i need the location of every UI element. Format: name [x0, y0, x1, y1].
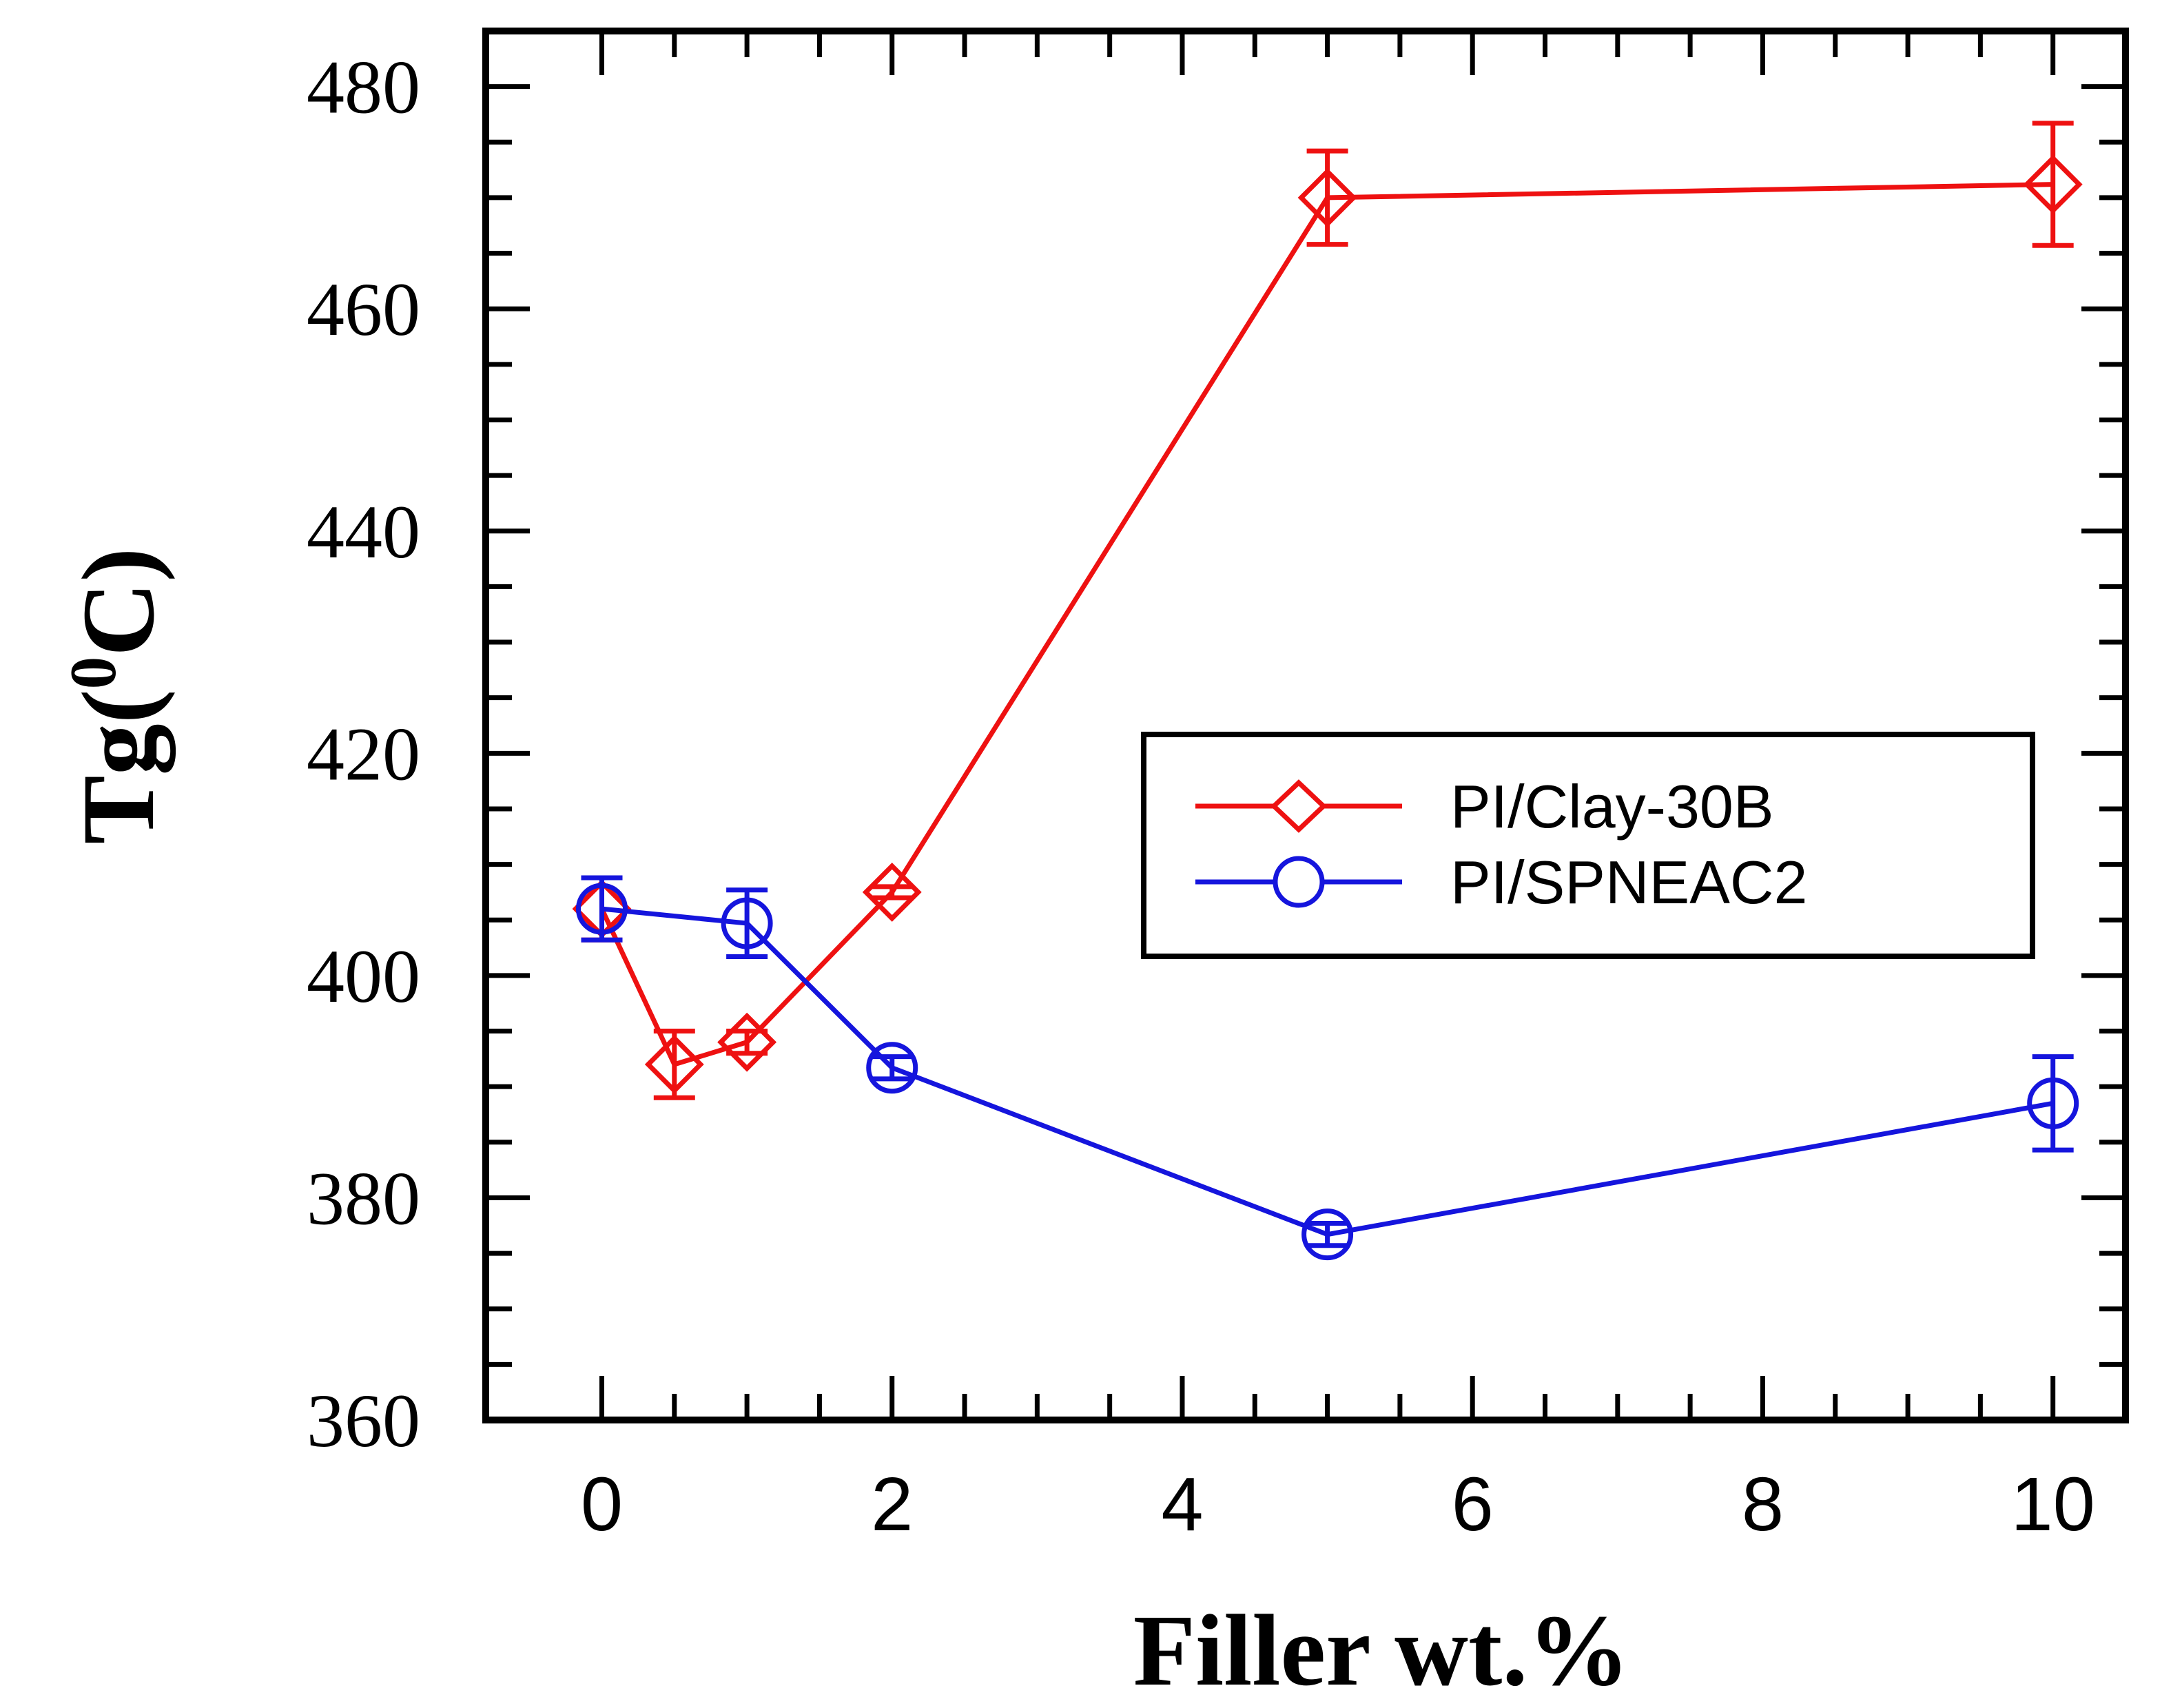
legend: PI/Clay-30B PI/SPNEAC2	[1141, 732, 2035, 959]
x-tick-label: 10	[2011, 1462, 2095, 1547]
plot-frame	[482, 28, 2129, 1423]
legend-marker-pi-clay-30b	[1270, 779, 1328, 833]
data-point	[2023, 154, 2083, 214]
data-point	[862, 862, 922, 922]
tick-label-layer: 0 2 4 6 8 10 360 380 400 420 440 460 480	[307, 45, 2095, 1547]
x-tick-label: 6	[1452, 1462, 1494, 1547]
x-tick-label: 4	[1161, 1462, 1203, 1547]
x-tick-label: 8	[1742, 1462, 1784, 1547]
y-axis-title-main: Tg(	[61, 689, 176, 844]
y-axis-title-superscript: 0	[56, 657, 130, 690]
x-tick-label: 2	[871, 1462, 913, 1547]
y-tick-label: 440	[307, 490, 420, 574]
tick-layer	[486, 31, 2126, 1423]
data-point	[717, 1012, 777, 1072]
series-line	[599, 182, 2053, 1067]
legend-label-pi-clay-30b: PI/Clay-30B	[1450, 772, 1774, 841]
y-axis-title-end: C)	[61, 548, 176, 657]
data-point	[575, 883, 628, 935]
series-layer	[572, 121, 2083, 1261]
data-point	[644, 1034, 704, 1094]
y-tick-label: 380	[307, 1156, 420, 1240]
x-axis-title: Filler wt.%	[1133, 1594, 1630, 1707]
x-tick-label: 0	[581, 1462, 623, 1547]
data-point	[1301, 1208, 1354, 1261]
data-point	[721, 897, 773, 949]
y-tick-label: 420	[307, 712, 420, 796]
data-point	[866, 1042, 918, 1094]
y-tick-label: 460	[307, 267, 420, 351]
y-axis-title: Tg(0C)	[56, 548, 176, 845]
y-tick-label: 400	[307, 934, 420, 1018]
legend-box	[1141, 732, 2035, 959]
data-point	[2027, 1077, 2079, 1129]
data-point	[1297, 167, 1357, 227]
y-tick-label: 480	[307, 45, 420, 130]
legend-label-pi-spneac2: PI/SPNEAC2	[1450, 848, 1807, 916]
series-1	[575, 875, 2079, 1261]
y-tick-label: 360	[307, 1379, 420, 1463]
legend-marker-pi-spneac2	[1273, 856, 1325, 908]
